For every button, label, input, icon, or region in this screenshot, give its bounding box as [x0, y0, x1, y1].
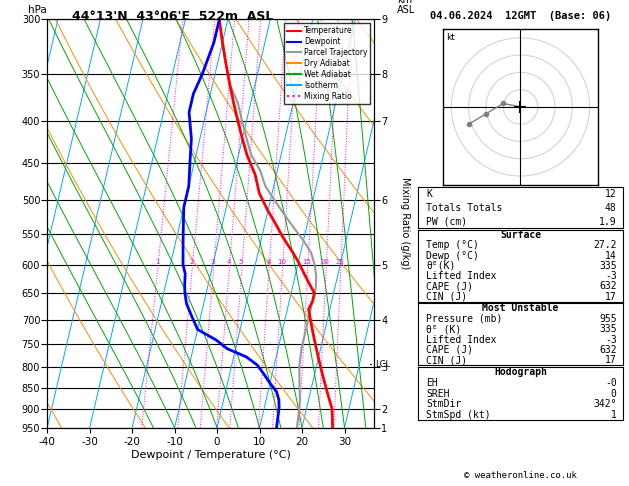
Text: θᴱ (K): θᴱ (K): [426, 324, 462, 334]
Text: 44°13'N  43°06'E  522m  ASL: 44°13'N 43°06'E 522m ASL: [72, 10, 274, 23]
Text: 25: 25: [335, 259, 344, 265]
Text: Lifted Index: Lifted Index: [426, 271, 497, 281]
Text: 8: 8: [266, 259, 270, 265]
Text: -3: -3: [605, 271, 616, 281]
Text: EH: EH: [426, 378, 438, 388]
Text: 342°: 342°: [593, 399, 616, 409]
Text: Lifted Index: Lifted Index: [426, 334, 497, 345]
Text: Hodograph: Hodograph: [494, 367, 547, 377]
Text: LCL: LCL: [376, 360, 391, 369]
Text: 04.06.2024  12GMT  (Base: 06): 04.06.2024 12GMT (Base: 06): [430, 11, 611, 21]
Legend: Temperature, Dewpoint, Parcel Trajectory, Dry Adiabat, Wet Adiabat, Isotherm, Mi: Temperature, Dewpoint, Parcel Trajectory…: [284, 23, 370, 104]
Text: CIN (J): CIN (J): [426, 292, 467, 302]
Text: 2: 2: [189, 259, 194, 265]
Text: 632: 632: [599, 281, 616, 292]
Text: CAPE (J): CAPE (J): [426, 281, 474, 292]
Text: hPa: hPa: [28, 5, 47, 16]
Text: 12: 12: [605, 189, 616, 199]
Text: 1.9: 1.9: [599, 217, 616, 226]
Text: 335: 335: [599, 261, 616, 271]
Text: 17: 17: [605, 292, 616, 302]
Text: SREH: SREH: [426, 389, 450, 399]
Text: Dewp (°C): Dewp (°C): [426, 251, 479, 260]
Y-axis label: Mixing Ratio (g/kg): Mixing Ratio (g/kg): [399, 177, 409, 270]
Text: K: K: [426, 189, 432, 199]
Text: -3: -3: [605, 334, 616, 345]
Text: 3: 3: [211, 259, 215, 265]
Text: 5: 5: [239, 259, 243, 265]
Text: km
ASL: km ASL: [397, 0, 415, 16]
Text: 955: 955: [599, 314, 616, 324]
Text: 48: 48: [605, 203, 616, 213]
Text: kt: kt: [446, 33, 455, 42]
Text: 335: 335: [599, 324, 616, 334]
Text: 17: 17: [605, 355, 616, 365]
Text: 1: 1: [155, 259, 160, 265]
Text: 632: 632: [599, 345, 616, 355]
X-axis label: Dewpoint / Temperature (°C): Dewpoint / Temperature (°C): [131, 450, 291, 460]
Text: Totals Totals: Totals Totals: [426, 203, 503, 213]
Text: Temp (°C): Temp (°C): [426, 240, 479, 250]
Text: 14: 14: [605, 251, 616, 260]
Text: -0: -0: [605, 378, 616, 388]
Text: PW (cm): PW (cm): [426, 217, 467, 226]
Text: CIN (J): CIN (J): [426, 355, 467, 365]
Text: StmDir: StmDir: [426, 399, 462, 409]
Text: Pressure (mb): Pressure (mb): [426, 314, 503, 324]
Text: 1: 1: [611, 410, 616, 420]
Text: Surface: Surface: [500, 230, 541, 240]
Text: 27.2: 27.2: [593, 240, 616, 250]
Text: 20: 20: [321, 259, 330, 265]
Text: 15: 15: [303, 259, 311, 265]
Text: 10: 10: [277, 259, 286, 265]
Text: 4: 4: [226, 259, 231, 265]
Text: 0: 0: [611, 389, 616, 399]
Text: CAPE (J): CAPE (J): [426, 345, 474, 355]
Text: StmSpd (kt): StmSpd (kt): [426, 410, 491, 420]
Text: © weatheronline.co.uk: © weatheronline.co.uk: [464, 471, 577, 480]
Text: θᴱ(K): θᴱ(K): [426, 261, 456, 271]
Text: Most Unstable: Most Unstable: [482, 303, 559, 313]
